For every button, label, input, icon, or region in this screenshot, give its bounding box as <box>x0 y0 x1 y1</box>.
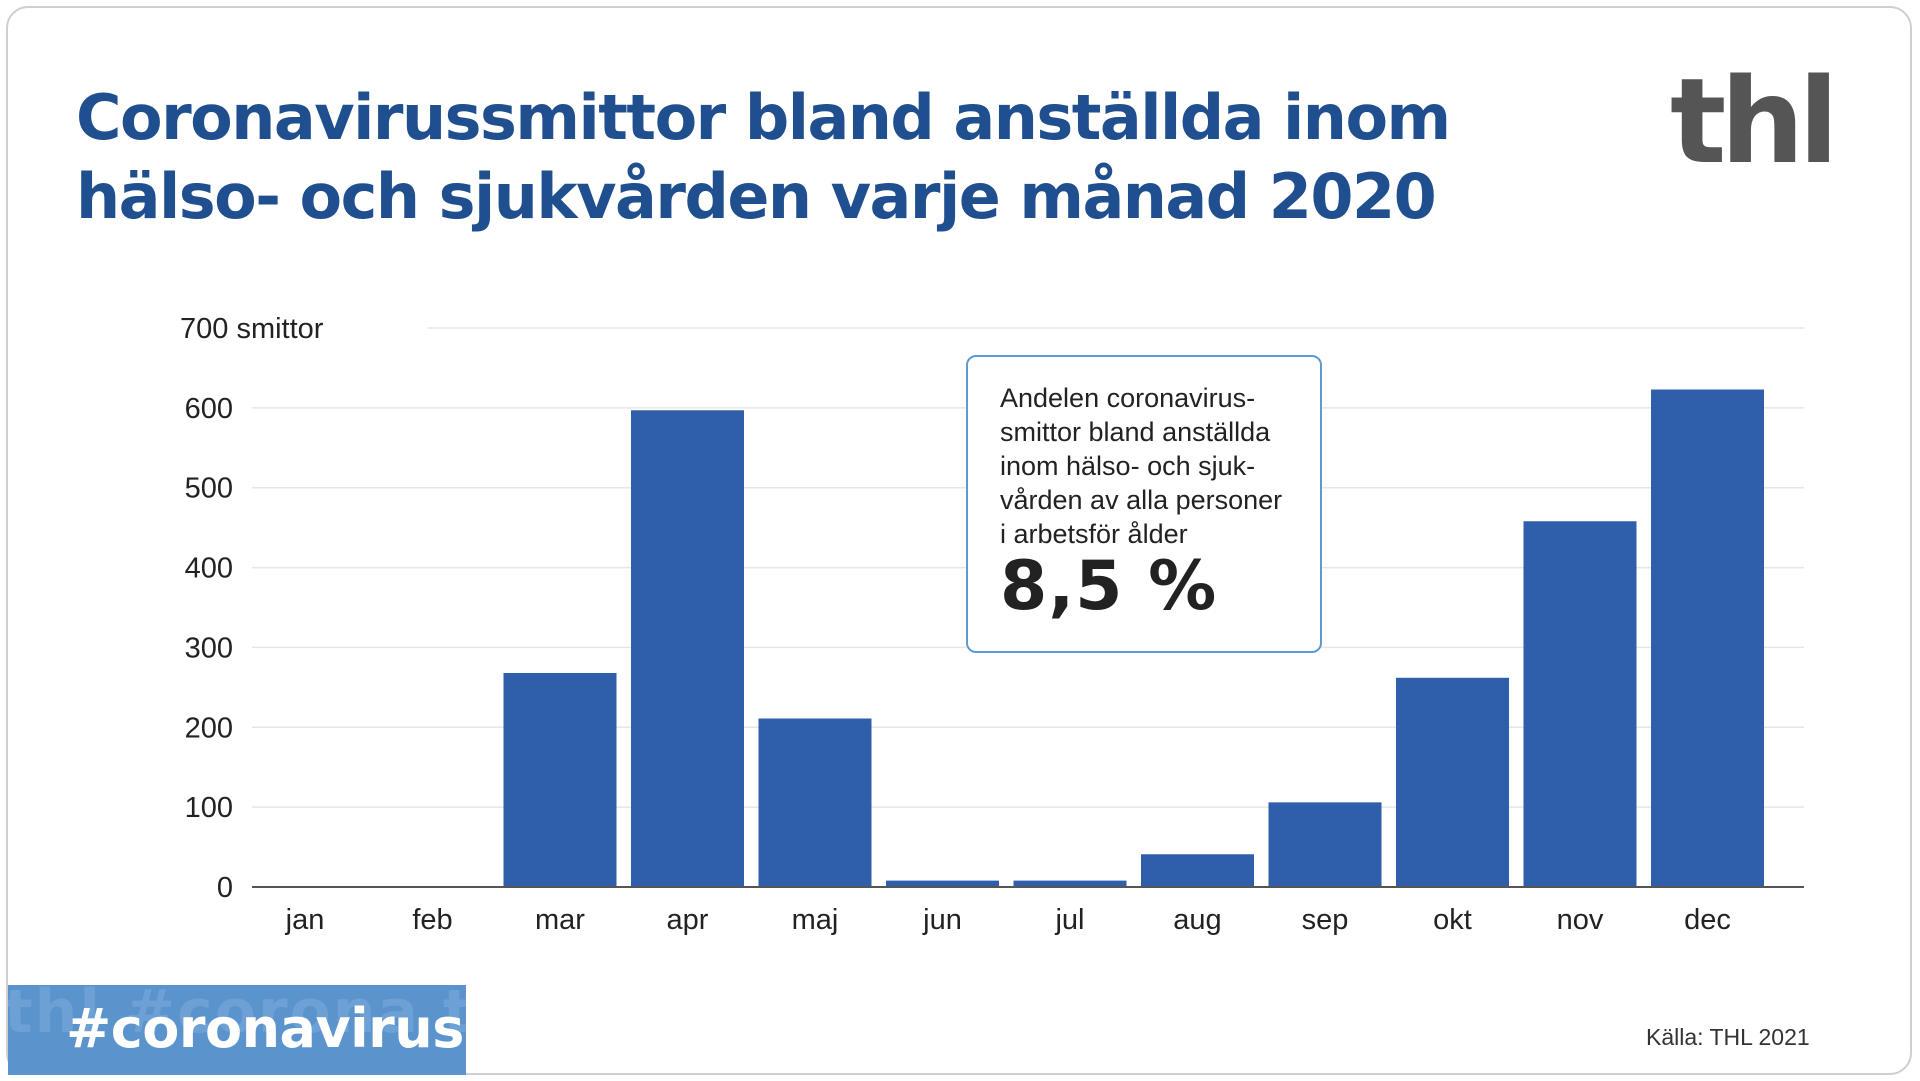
source-note: Källa: THL 2021 <box>1646 1024 1810 1050</box>
bar-aug <box>1141 854 1254 887</box>
y-tick-label: 500 <box>185 473 233 505</box>
y-axis: 0 100 200 300 400 500 600 700 smittor <box>180 313 324 904</box>
y-tick-label: 700 smittor <box>180 313 324 345</box>
x-tick-label: nov <box>1557 904 1604 936</box>
hashtag-label: #coronavirus <box>66 997 464 1060</box>
x-tick-label: dec <box>1684 904 1731 936</box>
y-tick-label: 100 <box>185 792 233 824</box>
y-tick-label: 600 <box>185 393 233 425</box>
x-tick-label: maj <box>792 904 839 936</box>
title-line-2: hälso- och sjukvården varje månad 2020 <box>76 160 1437 233</box>
x-tick-label: jan <box>285 904 325 936</box>
title-line-1: Coronavirussmittor bland anställda inom <box>76 81 1451 154</box>
bar-dec <box>1651 389 1764 887</box>
y-tick-label: 400 <box>185 553 233 585</box>
hashtag-banner: thl #corona thl #coronavirus <box>8 985 466 1075</box>
bar-sep <box>1268 802 1382 887</box>
annotation-text: Andelen coronavirus- smittor bland anstä… <box>1000 383 1283 549</box>
bar-maj <box>758 718 872 887</box>
annotation-value: 8,5 % <box>1000 547 1218 626</box>
bar-jun <box>886 880 999 887</box>
x-axis: jan feb mar apr maj jun jul aug sep okt nov dec <box>252 886 1804 936</box>
x-tick-label: mar <box>535 904 585 936</box>
x-tick-label: jun <box>922 904 962 936</box>
x-tick-label: aug <box>1173 904 1221 936</box>
x-tick-label: sep <box>1302 904 1349 936</box>
bars <box>503 389 1764 887</box>
y-tick-label: 200 <box>185 712 233 744</box>
page-title: Coronavirussmittor bland anställda inom … <box>76 78 1451 236</box>
y-tick-label: 0 <box>217 872 233 904</box>
thl-logo: thl <box>1670 52 1839 190</box>
bar-nov <box>1523 521 1637 887</box>
banner-pattern: thl #corona thl <box>8 985 466 1047</box>
bar-jul <box>1013 880 1127 887</box>
annotation-box: Andelen coronavirus- smittor bland anstä… <box>966 355 1322 653</box>
x-tick-label: feb <box>412 904 452 936</box>
bar-apr <box>631 410 744 887</box>
y-tick-label: 300 <box>185 632 233 664</box>
x-tick-label: okt <box>1433 904 1472 936</box>
bar-mar <box>503 672 617 887</box>
x-tick-label: jul <box>1054 904 1084 936</box>
bar-okt <box>1396 677 1509 887</box>
x-tick-label: apr <box>667 904 709 936</box>
